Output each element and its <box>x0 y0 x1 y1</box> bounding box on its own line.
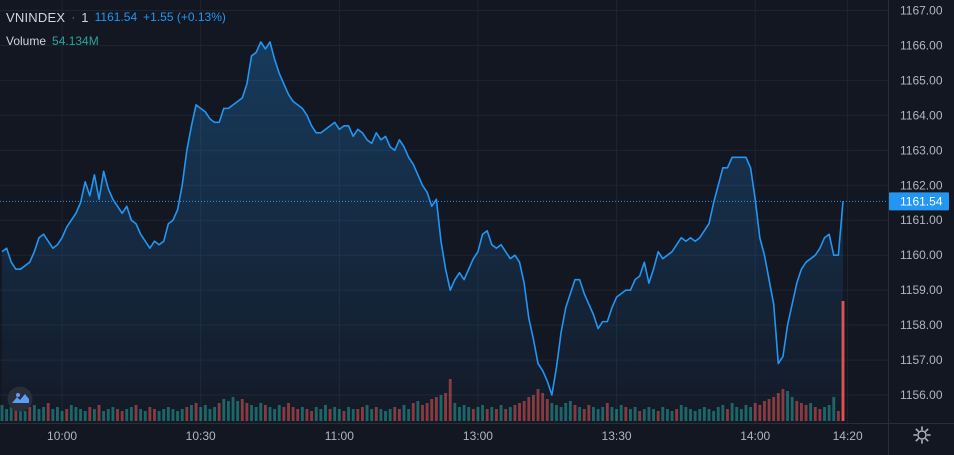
x-tick-label: 14:20 <box>833 429 863 443</box>
volume-row: Volume 54.134M <box>6 32 226 50</box>
gear-icon[interactable] <box>912 425 932 445</box>
legend-separator: · <box>71 10 76 24</box>
last-price-tag <box>889 192 949 211</box>
x-tick-label: 14:00 <box>740 429 770 443</box>
axis-labels: 1167.00 1166.00 1165.00 1164.00 1163.00 1162.… <box>47 3 949 443</box>
price-area-fill <box>2 41 843 423</box>
symbol-name[interactable]: VNINDEX <box>6 9 66 25</box>
y-tick-label: 1162.00 <box>900 178 943 192</box>
y-tick-label: 1156.00 <box>900 388 943 402</box>
last-price-tag-label: 1161.54 <box>900 194 943 208</box>
y-tick-label: 1164.00 <box>900 108 943 122</box>
y-tick-label: 1159.00 <box>900 283 943 297</box>
y-tick-label: 1160.00 <box>900 248 943 262</box>
volume-bar <box>0 405 4 421</box>
y-tick-label: 1165.00 <box>900 73 943 87</box>
y-tick-label: 1158.00 <box>900 318 943 332</box>
volume-value: 54.134M <box>52 34 99 48</box>
x-tick-label: 13:30 <box>602 429 632 443</box>
y-tick-label: 1166.00 <box>900 38 943 52</box>
interval-label[interactable]: 1 <box>81 9 89 25</box>
x-tick-label: 13:00 <box>463 429 493 443</box>
last-price-value: 1161.54 <box>94 10 138 24</box>
y-tick-label: 1161.00 <box>900 213 943 227</box>
y-tick-label: 1163.00 <box>900 143 943 157</box>
x-tick-label: 11:00 <box>325 429 354 443</box>
change-value: +1.55 (+0.13%) <box>143 10 226 24</box>
y-tick-label: 1157.00 <box>900 353 943 367</box>
symbol-row: VNINDEX · 1 1161.54 +1.55 (+0.13%) <box>6 8 226 26</box>
chart-legend: VNINDEX · 1 1161.54 +1.55 (+0.13%) Volum… <box>6 8 226 56</box>
y-tick-label: 1167.00 <box>900 3 943 17</box>
tradingview-logo-icon[interactable] <box>6 386 34 412</box>
price-line <box>1 41 844 396</box>
x-tick-label: 10:30 <box>186 429 216 443</box>
x-tick-label: 10:00 <box>47 429 77 443</box>
volume-label[interactable]: Volume <box>6 34 47 48</box>
